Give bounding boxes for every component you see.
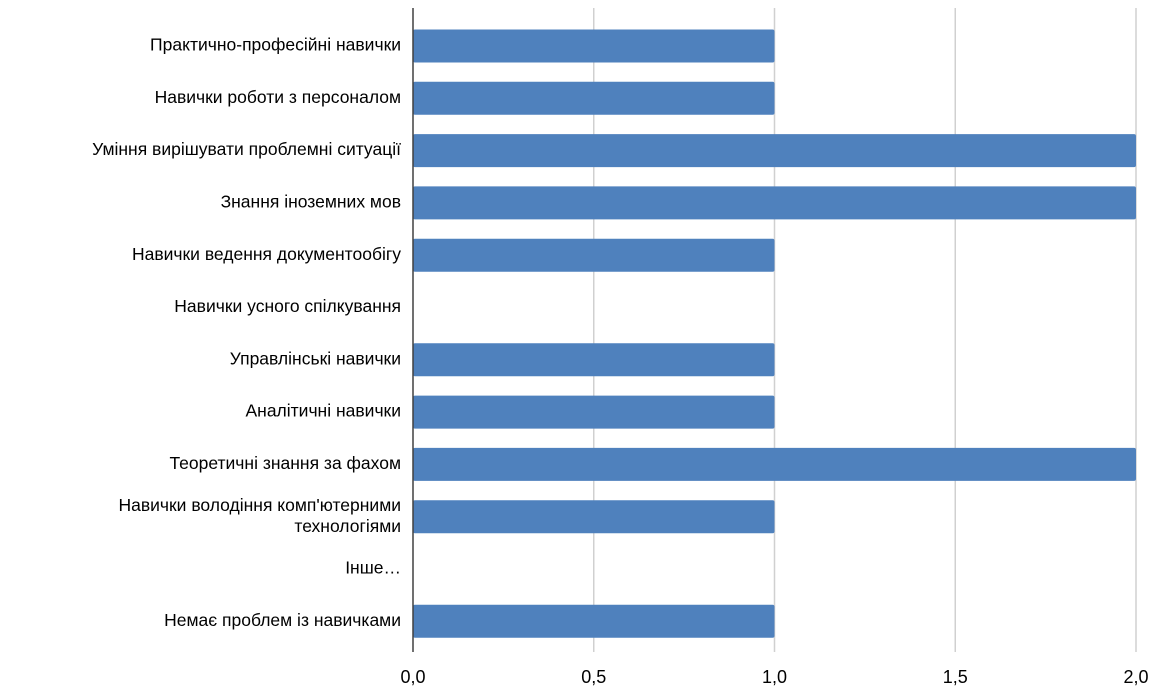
category-label: Практично-професійні навички — [150, 35, 401, 55]
category-label: Навички ведення документообігу — [132, 244, 401, 264]
category-label-line: Практично-професійні навички — [150, 35, 401, 55]
bar — [413, 395, 775, 429]
category-label-line: Аналітичні навички — [245, 401, 401, 421]
category-label: Навички усного спілкування — [174, 296, 401, 316]
bar — [413, 29, 775, 63]
bar — [413, 604, 775, 638]
category-label-line: Теоретичні знання за фахом — [169, 453, 401, 473]
category-label-line: Навички володіння комп'ютерними — [118, 495, 401, 515]
category-label-line: Уміння вирішувати проблемні ситуації — [92, 139, 401, 159]
category-label: Навички володіння комп'ютерними технологі… — [118, 495, 401, 536]
category-label: Управлінські навички — [230, 348, 401, 368]
category-label: Аналітичні навички — [245, 401, 401, 421]
category-label: Уміння вирішувати проблемні ситуації — [92, 139, 401, 159]
bar — [413, 238, 775, 272]
x-tick-label: 0,0 — [400, 667, 425, 687]
x-tick-label: 2,0 — [1123, 667, 1148, 687]
bar — [413, 134, 1136, 168]
category-label-line: Інше… — [345, 558, 401, 578]
x-tick-label: 1,0 — [762, 667, 787, 687]
category-label: Теоретичні знання за фахом — [169, 453, 401, 473]
category-label: Навички роботи з персоналом — [155, 87, 401, 107]
bar — [413, 343, 775, 377]
x-tick-label: 1,5 — [943, 667, 968, 687]
gridlines — [593, 8, 1137, 652]
category-label-line: Управлінські навички — [230, 348, 401, 368]
x-tick-label: 0,5 — [581, 667, 606, 687]
category-label: Інше… — [345, 558, 401, 578]
bar — [413, 81, 775, 115]
bar — [413, 186, 1136, 220]
x-tick-labels: 0,0 0,5 1,0 1,5 2,0 — [400, 667, 1148, 687]
category-labels: Практично-професійні навички Навички робо… — [92, 35, 401, 630]
category-label-line: Навички ведення документообігу — [132, 244, 401, 264]
category-label-line: Немає проблем із навичками — [164, 610, 401, 630]
bar — [413, 447, 1136, 481]
category-label: Знання іноземних мов — [221, 192, 401, 212]
bar — [413, 500, 775, 534]
bars — [413, 29, 1136, 638]
category-label-line: Навички усного спілкування — [174, 296, 401, 316]
category-label: Немає проблем із навичками — [164, 610, 401, 630]
category-label-line: технологіями — [294, 516, 401, 536]
category-label-line: Знання іноземних мов — [221, 192, 401, 212]
category-label-line: Навички роботи з персоналом — [155, 87, 401, 107]
